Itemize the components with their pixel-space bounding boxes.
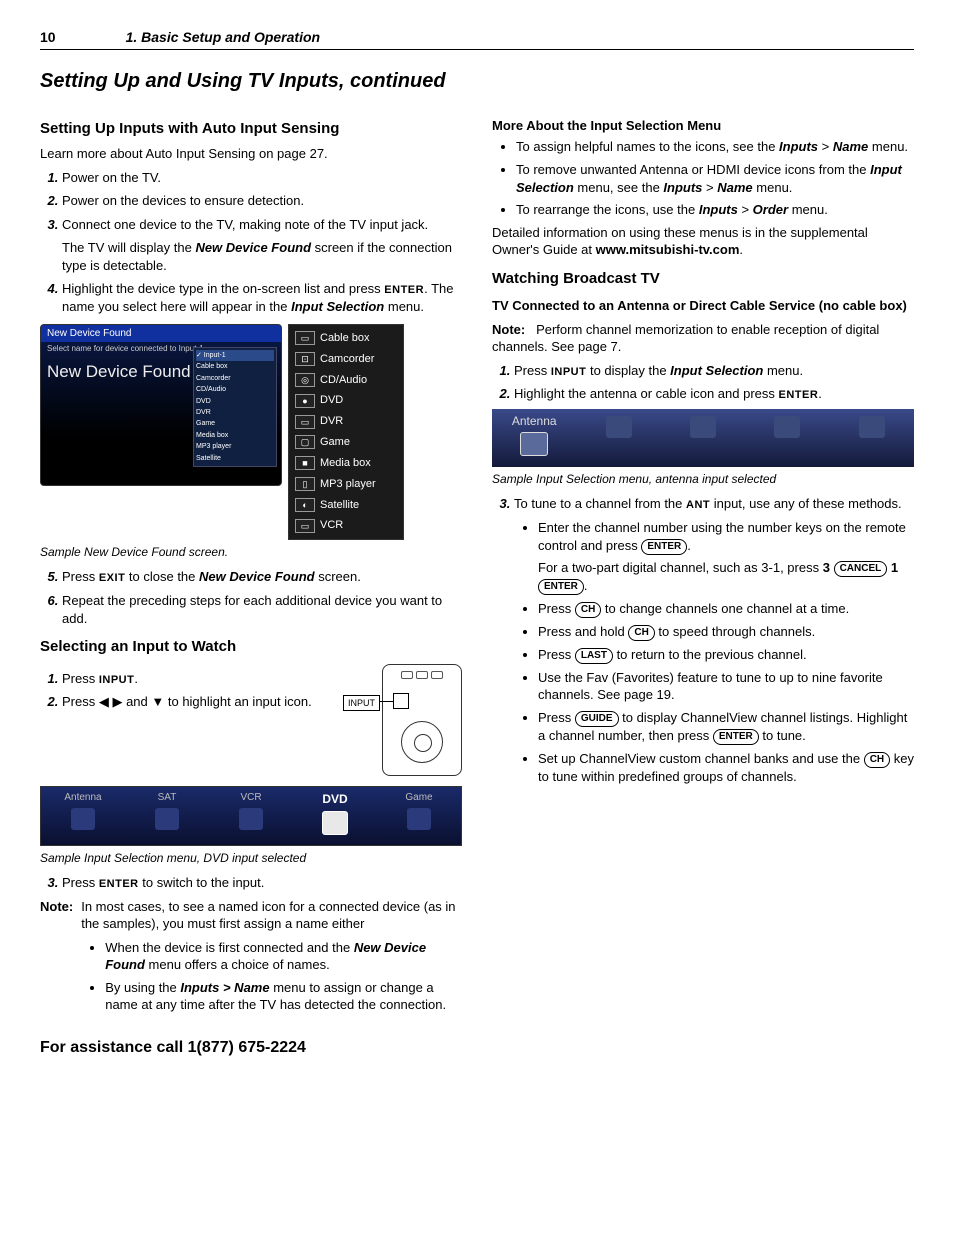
device-type-column: ▭Cable box ⊡Camcorder ◎CD/Audio ●DVD ▭DV… bbox=[288, 324, 404, 540]
enter-key-icon: ENTER bbox=[538, 579, 584, 595]
main-title: Setting Up and Using TV Inputs, continue… bbox=[40, 68, 914, 95]
caption-input-dvd: Sample Input Selection menu, DVD input s… bbox=[40, 850, 462, 866]
guide-key-icon: GUIDE bbox=[575, 711, 619, 727]
sat-icon bbox=[155, 808, 179, 830]
step-6: Repeat the preceding steps for each addi… bbox=[62, 592, 462, 627]
method-2: Press CH to change channels one channel … bbox=[538, 600, 914, 618]
more-bullet-1: To assign helpful names to the icons, se… bbox=[516, 138, 914, 156]
cablebox-icon: ▭ bbox=[295, 331, 315, 345]
more-bullet-3: To rearrange the icons, use the Inputs >… bbox=[516, 201, 914, 219]
heading-selecting-input: Selecting an Input to Watch bbox=[40, 637, 462, 657]
step-2: Power on the devices to ensure detection… bbox=[62, 192, 462, 210]
figure-remote: INPUT bbox=[382, 664, 462, 776]
step-3: Connect one device to the TV, making not… bbox=[62, 216, 462, 275]
note-bullet-1: When the device is first connected and t… bbox=[105, 939, 462, 974]
page-header: 10 1. Basic Setup and Operation bbox=[40, 28, 914, 50]
heading-tv-connected: TV Connected to an Antenna or Direct Cab… bbox=[492, 297, 914, 315]
watch-step-3: To tune to a channel from the ANT input,… bbox=[514, 495, 914, 785]
last-key-icon: LAST bbox=[575, 648, 613, 664]
watch-step-2: Highlight the antenna or cable icon and … bbox=[514, 385, 914, 403]
heading-more-about: More About the Input Selection Menu bbox=[492, 117, 914, 135]
cancel-key-icon: CANCEL bbox=[834, 561, 888, 577]
step-5: Press EXIT to close the New Device Found… bbox=[62, 568, 462, 586]
watch-step-1: Press INPUT to display the Input Selecti… bbox=[514, 362, 914, 380]
remote-input-label: INPUT bbox=[343, 695, 380, 711]
cd-icon: ◎ bbox=[295, 373, 315, 387]
dvd-icon: ● bbox=[295, 394, 315, 408]
mp3-icon: ▯ bbox=[295, 477, 315, 491]
method-1: Enter the channel number using the numbe… bbox=[538, 519, 914, 595]
figure-new-device-found: New Device Found Select name for device … bbox=[40, 324, 462, 540]
heading-watching-broadcast: Watching Broadcast TV bbox=[492, 269, 914, 289]
ndf-titlebar: New Device Found bbox=[41, 325, 281, 343]
footer-assistance: For assistance call 1(877) 675-2224 bbox=[40, 1037, 914, 1059]
method-5: Use the Fav (Favorites) feature to tune … bbox=[538, 669, 914, 704]
vcr-icon: ▭ bbox=[295, 519, 315, 533]
method-7: Set up ChannelView custom channel banks … bbox=[538, 750, 914, 786]
note-body: In most cases, to see a named icon for a… bbox=[81, 899, 455, 932]
right-column: More About the Input Selection Menu To a… bbox=[492, 109, 914, 1019]
enter-key-icon: ENTER bbox=[641, 539, 687, 555]
mediabox-icon: ■ bbox=[295, 456, 315, 470]
caption-ndf: Sample New Device Found screen. bbox=[40, 544, 462, 560]
note-label: Note: bbox=[40, 898, 73, 1019]
antenna-icon bbox=[71, 808, 95, 830]
page-number: 10 bbox=[40, 28, 56, 47]
dvr-icon: ▭ bbox=[295, 415, 315, 429]
vcr-icon bbox=[239, 808, 263, 830]
note-bullet-2: By using the Inputs > Name menu to assig… bbox=[105, 979, 462, 1014]
ndf-mini-list: ✓ Input-1 Cable box Camcorder CD/Audio D… bbox=[193, 347, 277, 467]
camcorder-icon: ⊡ bbox=[295, 352, 315, 366]
game-icon bbox=[407, 808, 431, 830]
more-bullet-2: To remove unwanted Antenna or HDMI devic… bbox=[516, 161, 914, 196]
note2-body: Perform channel memorization to enable r… bbox=[492, 322, 879, 355]
dvd-icon bbox=[322, 811, 348, 835]
heading-setup-inputs: Setting Up Inputs with Auto Input Sensin… bbox=[40, 119, 462, 139]
intro-text: Learn more about Auto Input Sensing on p… bbox=[40, 145, 462, 163]
method-6: Press GUIDE to display ChannelView chann… bbox=[538, 709, 914, 745]
step-4: Highlight the device type in the on-scre… bbox=[62, 280, 462, 315]
chapter-title: 1. Basic Setup and Operation bbox=[126, 28, 321, 47]
method-3: Press and hold CH to speed through chann… bbox=[538, 623, 914, 641]
figure-input-menu-dvd: Antenna SAT VCR DVD Game bbox=[40, 786, 462, 846]
ch-key-icon: CH bbox=[628, 625, 654, 641]
detail-text: Detailed information on using these menu… bbox=[492, 224, 914, 259]
enter-key-icon: ENTER bbox=[713, 729, 759, 745]
left-column: Setting Up Inputs with Auto Input Sensin… bbox=[40, 109, 462, 1019]
game-icon: ▢ bbox=[295, 435, 315, 449]
satellite-icon: ◐ bbox=[295, 498, 315, 512]
sel-step-3: Press ENTER to switch to the input. bbox=[62, 874, 462, 892]
ch-key-icon: CH bbox=[864, 752, 890, 768]
ndf-screen: New Device Found Select name for device … bbox=[40, 324, 282, 486]
antenna-icon bbox=[520, 432, 548, 456]
note2-label: Note: bbox=[492, 322, 525, 337]
method-4: Press LAST to return to the previous cha… bbox=[538, 646, 914, 664]
figure-input-menu-antenna: Antenna bbox=[492, 409, 914, 467]
ch-key-icon: CH bbox=[575, 602, 601, 618]
caption-input-antenna: Sample Input Selection menu, antenna inp… bbox=[492, 471, 914, 487]
step-1: Power on the TV. bbox=[62, 169, 462, 187]
